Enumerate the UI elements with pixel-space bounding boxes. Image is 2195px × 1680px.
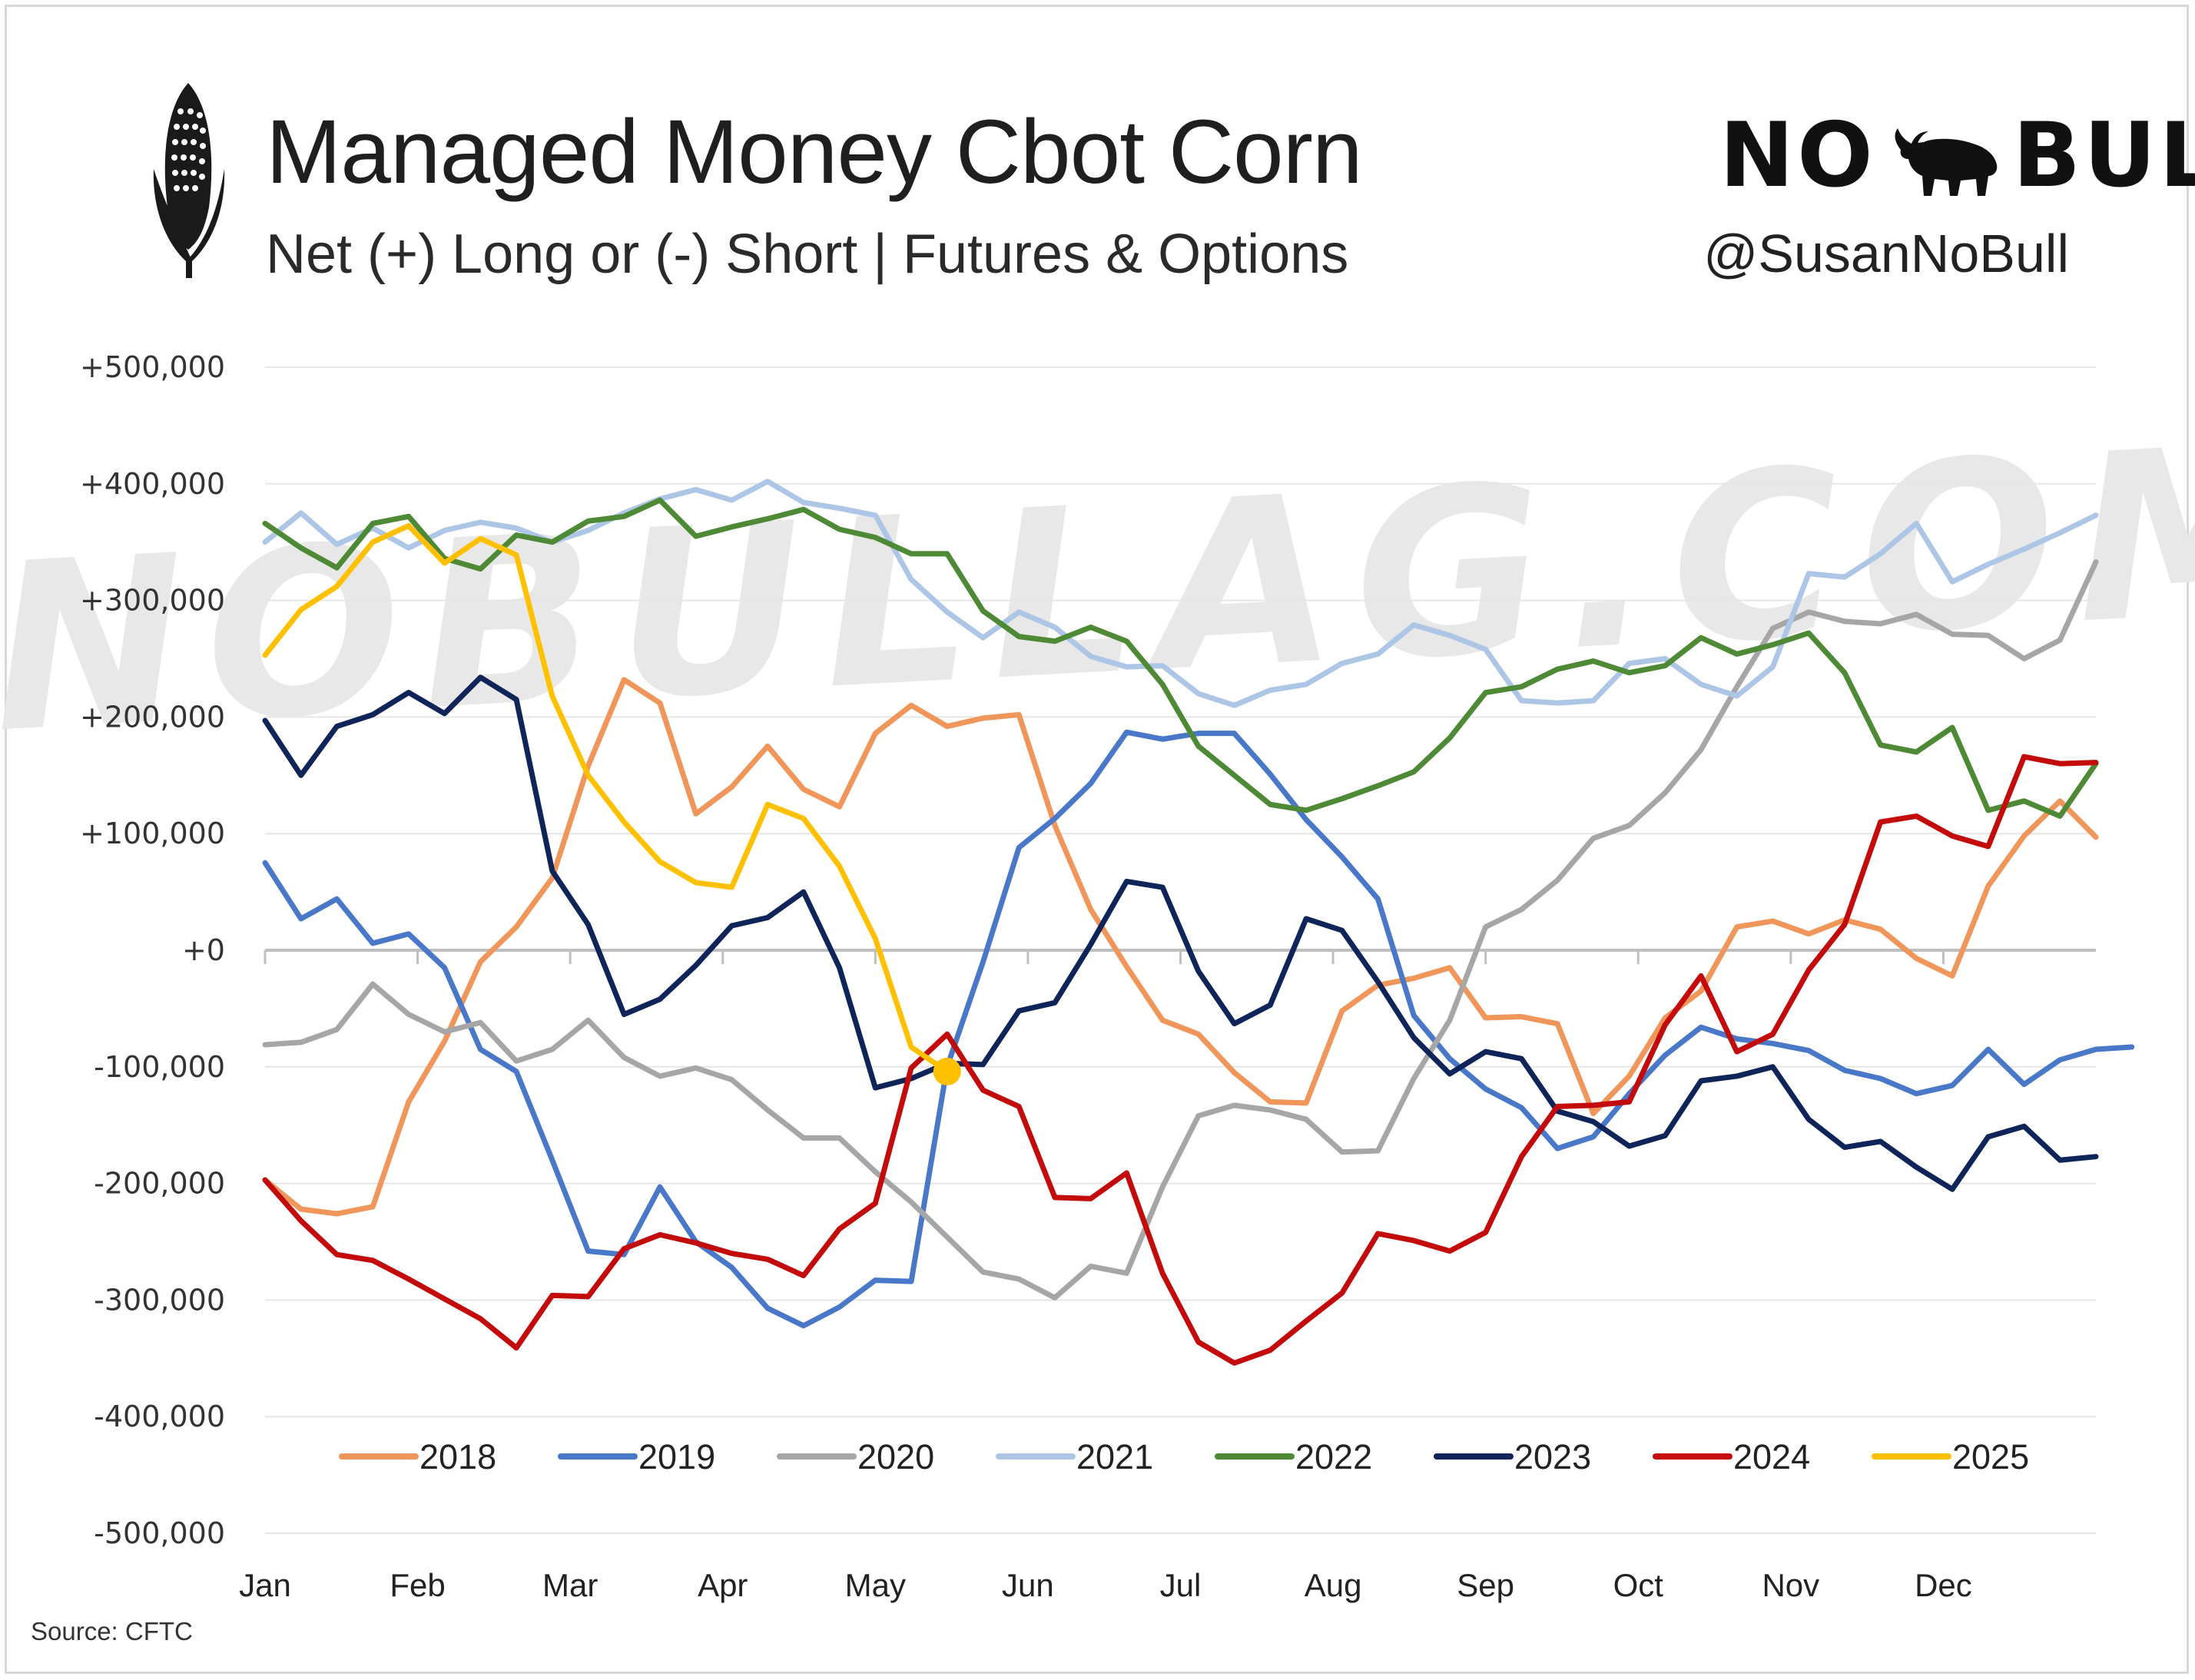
y-axis: +500,000 +400,000 +300,000 +200,000 +100,000…	[80, 350, 225, 1550]
chart-subtitle: Net (+) Long or (-) Short | Futures & Op…	[266, 224, 1349, 285]
brand-right-text: BULL	[2012, 104, 2195, 207]
x-tick-label: May	[845, 1567, 906, 1603]
x-axis: Jan Feb Mar Apr May Jun Jul Aug Sep Oct Nov Dec	[239, 950, 1972, 1603]
social-handle: @SusanNoBull	[1703, 224, 2069, 283]
legend-label-2025: 2025	[1952, 1437, 2029, 1476]
series-line-2021	[262, 479, 2099, 708]
brand-logo: NO BULL	[1719, 104, 2195, 207]
x-tick-label: Sep	[1457, 1567, 1514, 1603]
y-tick-label: +300,000	[80, 584, 225, 618]
corn-icon	[153, 83, 225, 278]
series-line-2024	[262, 754, 2099, 1366]
y-tick-label: +0	[182, 933, 225, 967]
y-tick-label: -100,000	[94, 1050, 225, 1084]
legend-label-2019: 2019	[638, 1437, 715, 1476]
x-tick-label: Apr	[698, 1567, 748, 1603]
x-tick-label: Jan	[239, 1567, 291, 1603]
y-tick-label: -400,000	[94, 1400, 225, 1433]
legend-label-2022: 2022	[1295, 1437, 1372, 1476]
legend-label-2020: 2020	[857, 1437, 934, 1476]
legend-label-2024: 2024	[1733, 1437, 1810, 1476]
series-line-2019	[262, 729, 2135, 1329]
brand-left-text: NO	[1719, 104, 1876, 207]
x-tick-label: Nov	[1762, 1567, 1819, 1603]
y-tick-label: +200,000	[80, 700, 225, 734]
series-lines	[262, 479, 2135, 1366]
series-line-2022	[262, 497, 2099, 819]
latest-point-marker	[933, 1057, 961, 1085]
x-tick-label: Jul	[1160, 1567, 1202, 1603]
legend-label-2021: 2021	[1076, 1437, 1153, 1476]
y-tick-label: -500,000	[94, 1516, 225, 1550]
chart-frame	[5, 5, 2189, 1674]
x-tick-label: Aug	[1305, 1567, 1362, 1603]
series-line-2023	[262, 674, 2099, 1192]
series-line-2025	[262, 522, 950, 1075]
legend-label-2023: 2023	[1514, 1437, 1591, 1476]
y-tick-label: +500,000	[80, 350, 225, 384]
y-tick-label: -300,000	[94, 1283, 225, 1317]
series-line-2018	[262, 677, 2099, 1217]
legend-label-2018: 2018	[419, 1437, 496, 1476]
y-tick-label: +400,000	[80, 467, 225, 501]
x-tick-label: Feb	[390, 1567, 445, 1603]
chart-title: Managed Money Cbot Corn	[266, 101, 1363, 203]
x-tick-label: Jun	[1002, 1567, 1054, 1603]
x-tick-label: Dec	[1915, 1567, 1972, 1603]
source-note: Source: CFTC	[31, 1617, 193, 1645]
legend: 2018 2019 2020 2021 2022 2023 2024 2025	[339, 1437, 2029, 1476]
x-tick-label: Oct	[1613, 1567, 1664, 1603]
y-tick-label: -200,000	[94, 1167, 225, 1201]
x-tick-label: Mar	[542, 1567, 598, 1603]
bull-icon	[1895, 128, 1997, 197]
y-tick-label: +100,000	[80, 817, 225, 850]
